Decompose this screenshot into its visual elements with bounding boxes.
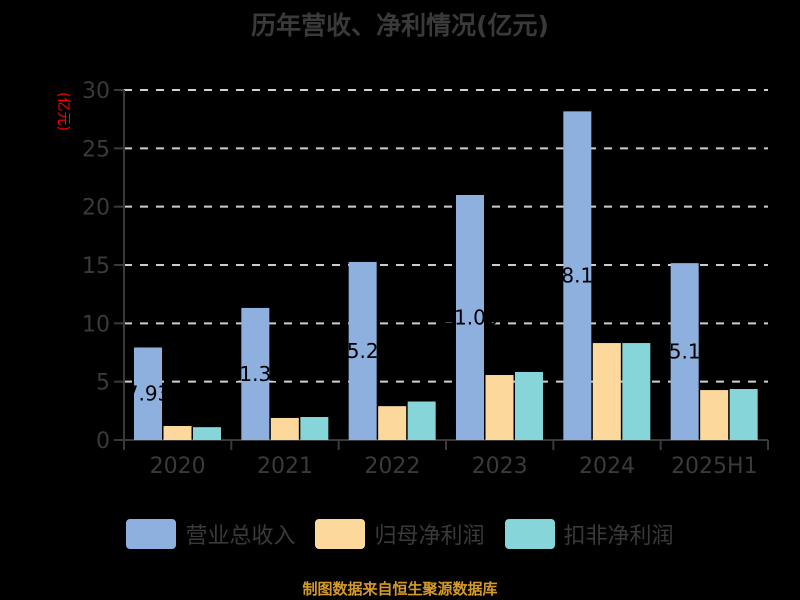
legend-swatch-revenue [126,519,177,549]
x-tick-label: 2023 [472,454,528,479]
bar [515,371,543,440]
bar [378,406,407,440]
data-label: 21.00 [441,306,498,330]
x-tick-label: 2021 [257,454,313,479]
bar [670,263,699,440]
legend-label: 扣非净利润 [563,524,674,549]
legend-item-revenue[interactable]: 营业总收入 [126,518,295,550]
bar [193,427,221,440]
legend-item-deducted-net-profit[interactable]: 扣非净利润 [504,518,674,550]
bar [456,195,484,440]
y-axis-unit-label: (亿元) [55,92,71,131]
bar [592,343,621,440]
x-tick-label: 2024 [579,454,635,479]
bar [485,375,514,440]
legend-item-parent-net-profit[interactable]: 归母净利润 [315,518,485,550]
legend-swatch-deducted-net-profit [504,519,555,549]
y-tick-label: 30 [82,79,110,104]
bar [134,347,162,440]
x-tick-label: 2020 [150,454,206,479]
bar [241,307,270,440]
legend-label: 归母净利润 [374,524,485,549]
bar [622,343,651,440]
data-label: 28.17 [549,264,606,288]
data-source-note: 制图数据来自恒生聚源数据库 [302,580,498,598]
data-label: 15.26 [334,339,391,363]
bar [300,417,329,440]
y-tick-label: 20 [82,196,110,221]
bar [348,261,377,440]
bar [729,389,758,440]
bar [700,390,729,440]
bar [163,426,192,440]
y-tick-label: 25 [82,137,110,162]
y-tick-label: 10 [82,312,110,337]
data-label: 11.32 [227,362,284,386]
legend-swatch-parent-net-profit [315,519,366,549]
legend-label: 营业总收入 [185,524,296,549]
x-tick-label: 2022 [364,454,420,479]
y-tick-label: 0 [96,429,110,454]
x-tick-label: 2025H1 [671,454,758,479]
chart-title: 历年营收、净利情况(亿元) [251,11,549,40]
y-tick-label: 15 [82,254,110,279]
data-label: 15.16 [656,340,713,364]
legend: 营业总收入 归母净利润 扣非净利润 [0,518,800,550]
bar [407,401,436,440]
y-tick-label: 5 [96,371,110,396]
data-label: 7.93 [126,382,171,406]
bar [270,417,299,440]
bar [563,111,592,440]
